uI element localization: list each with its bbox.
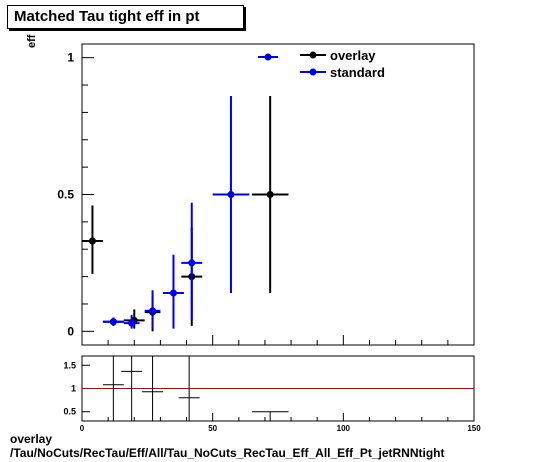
data-point-standard bbox=[163, 254, 184, 329]
data-point-standard bbox=[212, 95, 250, 294]
ratio-y-tick-label: 1 bbox=[71, 384, 76, 394]
data-point-overlay bbox=[82, 205, 103, 274]
marker bbox=[149, 307, 157, 315]
ratio-x-tick-label: 50 bbox=[208, 424, 217, 433]
ratio-point bbox=[142, 356, 164, 421]
legend-stray-marker bbox=[264, 53, 272, 61]
marker bbox=[128, 319, 136, 327]
ratio-x-tick-label: 100 bbox=[337, 424, 351, 433]
marker bbox=[109, 318, 117, 326]
chart-title: Matched Tau tight eff in pt bbox=[14, 8, 200, 25]
legend: overlay standard bbox=[258, 48, 385, 80]
data-point-standard bbox=[181, 202, 203, 321]
marker bbox=[169, 289, 177, 297]
ratio-x-tick-label: 0 bbox=[80, 424, 85, 433]
ratio-point bbox=[121, 356, 143, 421]
legend-item-overlay: overlay bbox=[300, 48, 376, 63]
ratio-point bbox=[178, 356, 200, 421]
legend-label: standard bbox=[330, 65, 385, 80]
legend-item-standard: standard bbox=[300, 65, 385, 80]
y-tick-label: 0.5 bbox=[57, 188, 74, 202]
legend-marker bbox=[309, 51, 317, 59]
legend-marker bbox=[309, 68, 317, 76]
main-plot-axes: 00.51 bbox=[57, 51, 475, 345]
ratio-plot-axes: 0.5 1 1.5 0 50 100 150 bbox=[63, 360, 481, 433]
ratio-y-tick-label: 0.5 bbox=[63, 407, 76, 417]
ratio-x-tick-label: 150 bbox=[467, 424, 481, 433]
data-point-overlay bbox=[251, 95, 289, 294]
ratio-plot-data bbox=[82, 356, 474, 421]
data-point-overlay bbox=[123, 309, 145, 329]
chart-title-box: Matched Tau tight eff in pt bbox=[7, 5, 244, 29]
marker bbox=[227, 191, 235, 198]
legend-label: overlay bbox=[330, 48, 376, 63]
marker bbox=[266, 191, 274, 198]
data-point-standard bbox=[102, 317, 124, 326]
footer-line-2: /Tau/NoCuts/RecTau/Eff/All/Tau_NoCuts_Re… bbox=[10, 446, 445, 460]
y-tick-label: 1 bbox=[67, 51, 74, 65]
ratio-y-tick-label: 1.5 bbox=[63, 360, 76, 370]
marker bbox=[188, 259, 196, 267]
main-plot-data bbox=[82, 95, 289, 332]
data-point-standard bbox=[123, 314, 140, 329]
ratio-point bbox=[251, 411, 289, 421]
footer-line-1: overlay bbox=[10, 432, 53, 446]
data-point-standard bbox=[144, 290, 161, 329]
ratio-point bbox=[102, 356, 124, 421]
y-axis-label: eff bbox=[26, 34, 38, 48]
marker bbox=[88, 237, 96, 245]
y-tick-label: 0 bbox=[67, 324, 74, 338]
